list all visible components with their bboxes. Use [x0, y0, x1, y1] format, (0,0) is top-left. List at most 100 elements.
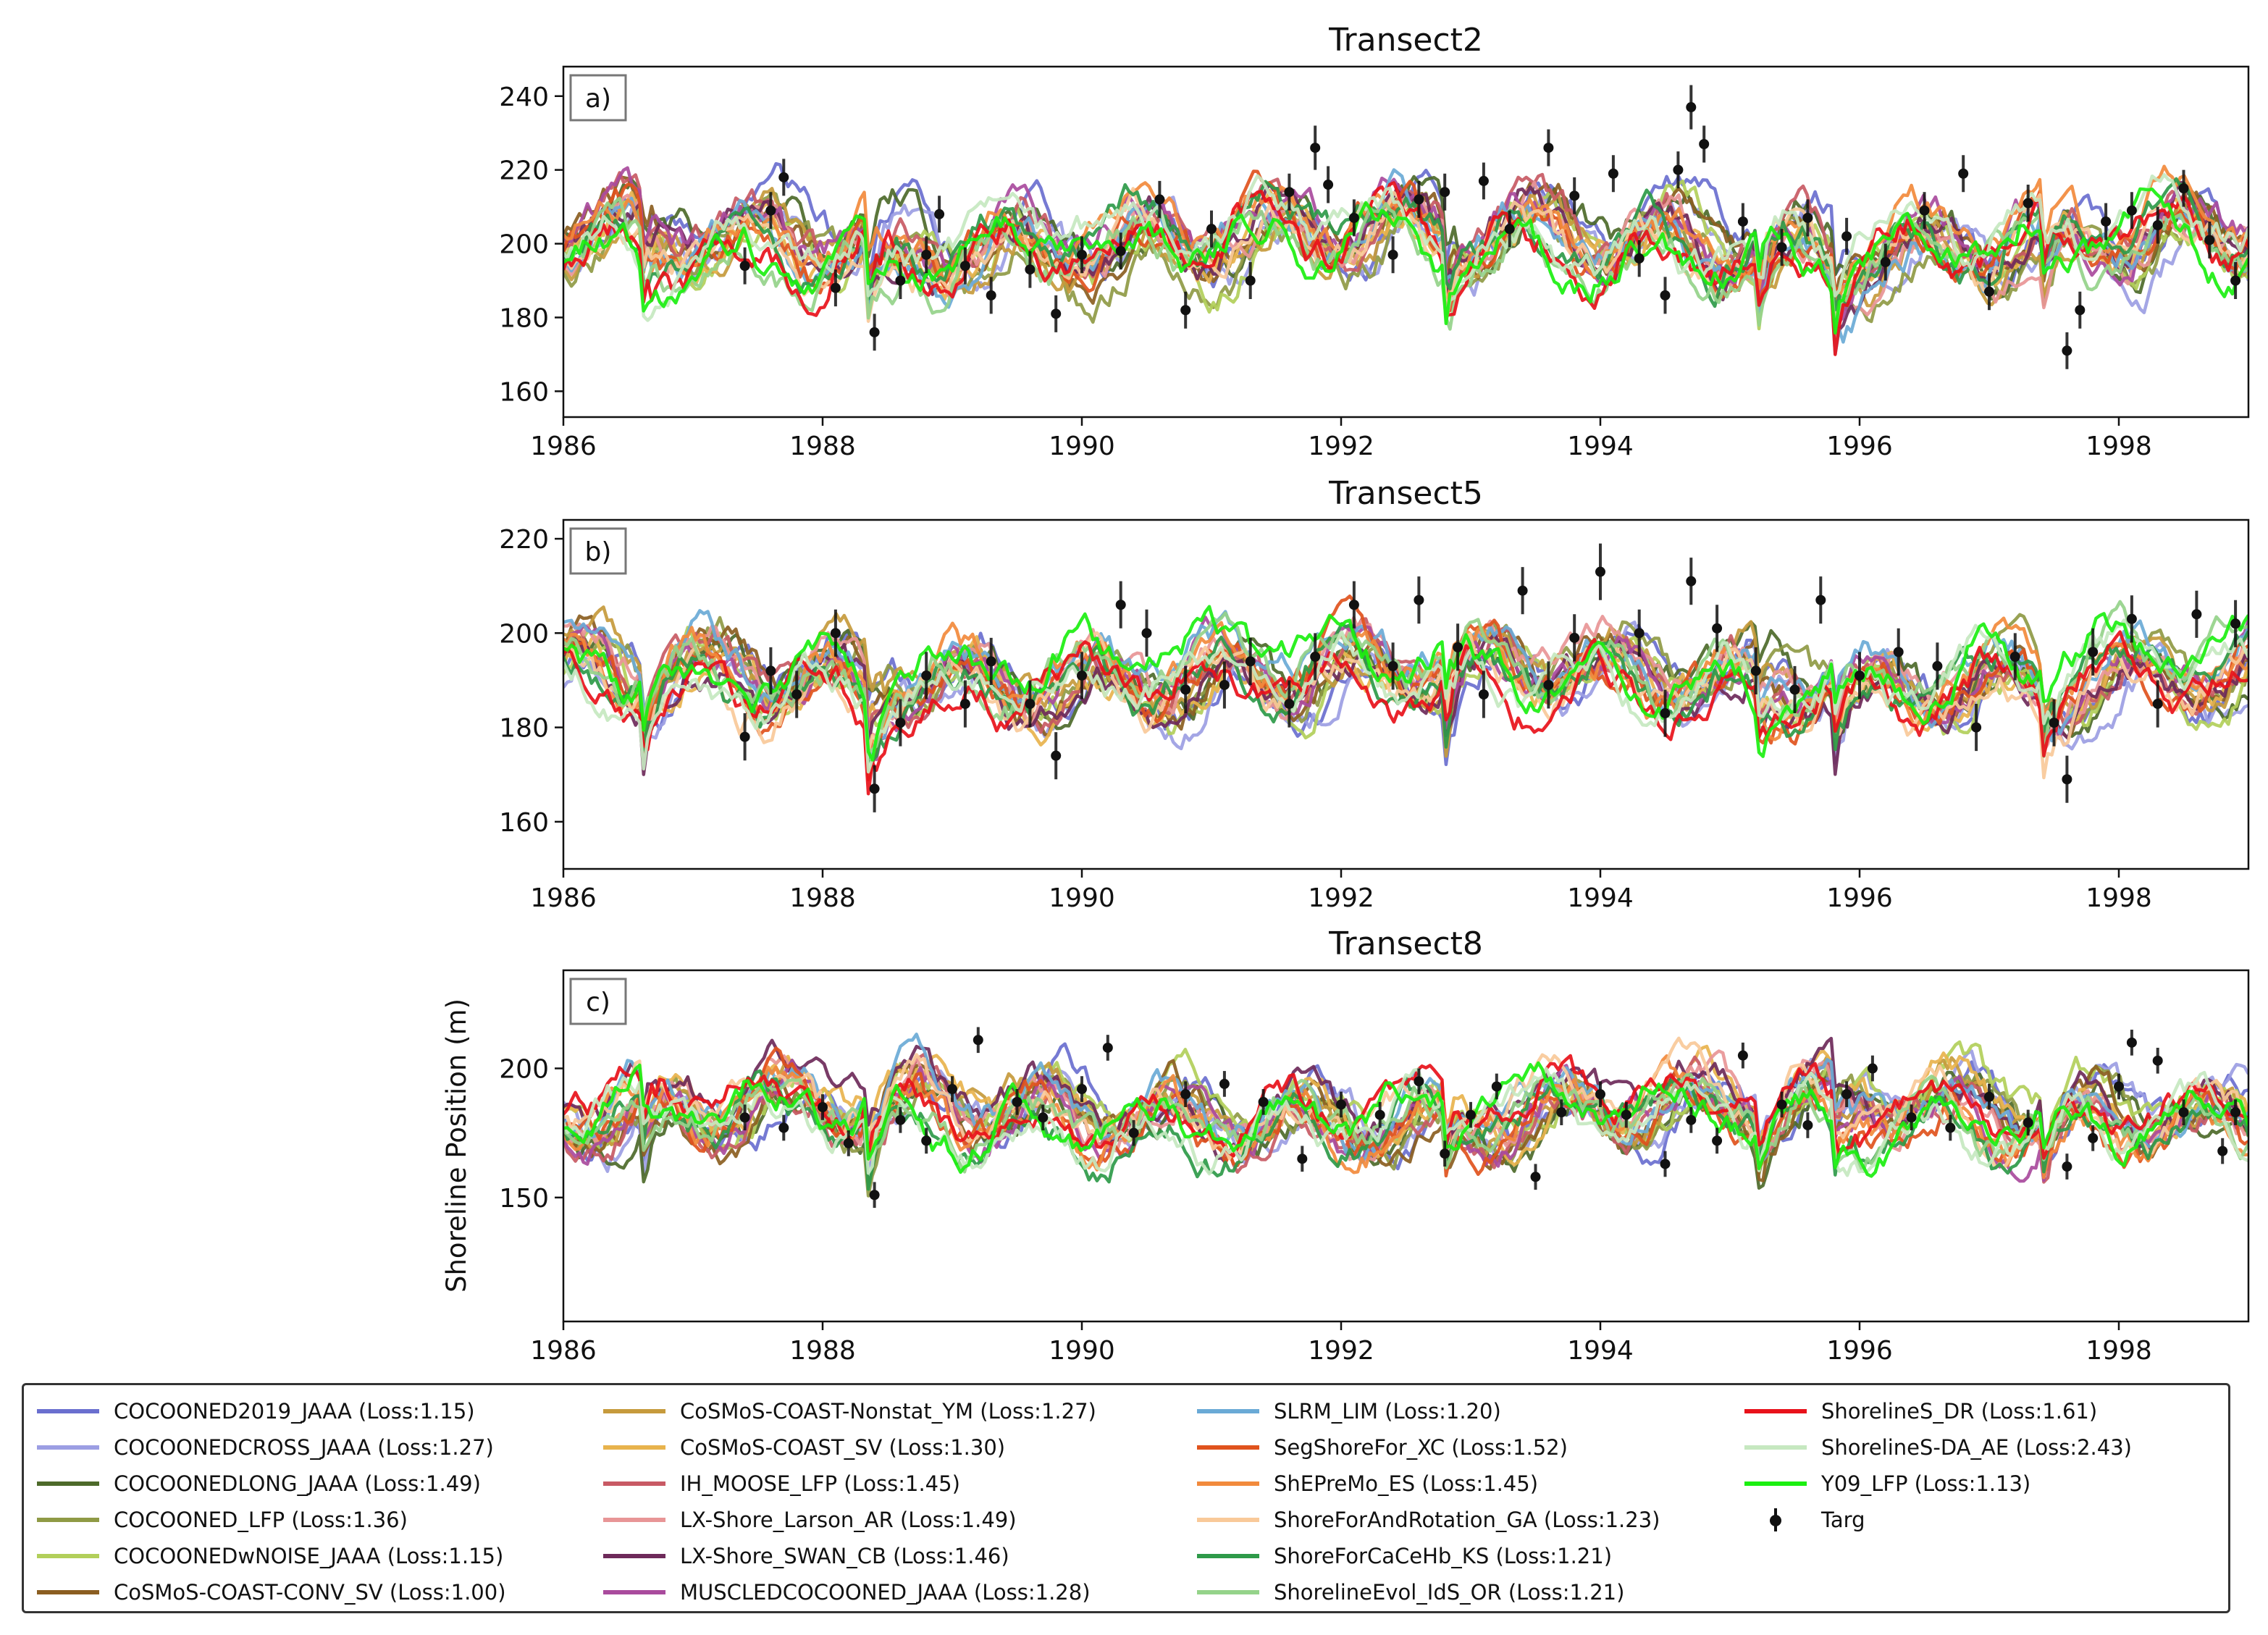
- target-point: [2126, 1037, 2137, 1048]
- target-point: [1660, 1159, 1671, 1169]
- target-point: [1374, 1109, 1385, 1120]
- target-point: [869, 327, 880, 337]
- target-point: [1284, 699, 1295, 710]
- target-point: [1867, 1063, 1878, 1074]
- target-point: [1206, 224, 1217, 235]
- x-tick-label: 1992: [1308, 1336, 1374, 1366]
- target-point: [1297, 1153, 1308, 1164]
- y-tick-label: 160: [499, 377, 549, 407]
- target-point: [2178, 1107, 2189, 1118]
- legend-swatch: [37, 1518, 99, 1522]
- panel-label-box: [569, 74, 627, 122]
- target-point: [1245, 275, 1256, 286]
- x-tick-label: 1992: [1308, 432, 1374, 461]
- target-point: [1621, 1109, 1631, 1120]
- target-point: [2230, 1107, 2241, 1118]
- legend-item: MUSCLEDCOCOONED_JAAA (Loss:1.28): [603, 1578, 1091, 1607]
- target-point: [778, 172, 789, 182]
- target-point: [1387, 249, 1398, 260]
- x-tick-label: 1990: [1049, 883, 1115, 913]
- target-point: [1543, 143, 1554, 154]
- legend-item: Y09_LFP (Loss:1.13): [1744, 1469, 2030, 1498]
- legend-item: SegShoreFor_XC (Loss:1.52): [1197, 1433, 1568, 1462]
- target-point: [1776, 1099, 1787, 1110]
- panel-label: c): [586, 988, 610, 1017]
- target-point: [739, 1112, 750, 1123]
- target-point: [2204, 235, 2215, 245]
- target-point: [2088, 1132, 2099, 1143]
- legend-label: COCOONED2019_JAAA (Loss:1.15): [114, 1399, 475, 1424]
- target-point: [895, 275, 906, 286]
- series-line-19: [563, 618, 2248, 774]
- x-tick-label: 1996: [1826, 883, 1893, 913]
- legend-label: CoSMoS-COAST_SV (Loss:1.30): [680, 1435, 1006, 1460]
- target-point: [1051, 308, 1062, 319]
- legend-label: ShoreForCaCeHb_KS (Loss:1.21): [1274, 1544, 1613, 1568]
- panel-label: a): [585, 84, 611, 114]
- panel-label: b): [585, 537, 612, 567]
- target-point: [869, 783, 880, 794]
- target-point: [1517, 585, 1528, 596]
- target-point: [1115, 600, 1126, 610]
- target-point: [1569, 632, 1580, 643]
- target-point: [1712, 623, 1723, 634]
- target-point: [1815, 594, 1826, 605]
- series-line-3: [563, 1064, 2248, 1198]
- legend-item: CoSMoS-COAST-CONV_SV (Loss:1.00): [37, 1578, 506, 1607]
- target-point: [2062, 345, 2072, 356]
- target-point: [1310, 143, 1321, 154]
- target-point: [1932, 660, 1943, 671]
- target-point: [2009, 651, 2020, 662]
- target-point: [1077, 249, 1087, 260]
- target-point: [778, 1122, 789, 1133]
- target-point: [1387, 660, 1398, 671]
- target-point: [1102, 1042, 1113, 1053]
- target-point: [739, 261, 750, 272]
- legend-item: ShoreForCaCeHb_KS (Loss:1.21): [1197, 1542, 1612, 1571]
- target-point: [1984, 286, 1994, 297]
- legend-label: COCOONEDLONG_JAAA (Loss:1.49): [114, 1471, 481, 1496]
- target-point: [2101, 216, 2112, 227]
- target-point: [1712, 1135, 1723, 1146]
- target-point: [1634, 253, 1645, 264]
- target-point: [1841, 231, 1852, 242]
- target-point: [1699, 138, 1710, 149]
- target-point: [895, 718, 906, 728]
- target-point: [1348, 600, 1359, 610]
- panel-title: Transect8: [1328, 925, 1483, 962]
- series-lines: [563, 161, 2248, 356]
- target-point: [1750, 665, 1761, 676]
- target-point: [830, 628, 841, 639]
- target-point: [1219, 679, 1230, 690]
- x-tick-label: 1986: [530, 883, 597, 913]
- target-point: [986, 290, 996, 300]
- errorbar-marker-icon: [1744, 1505, 1807, 1534]
- series-lines: [563, 1033, 2248, 1198]
- target-point: [1686, 576, 1697, 587]
- legend-label: Targ: [1821, 1508, 1865, 1532]
- panel-title: Transect2: [1328, 22, 1483, 59]
- legend-label: ShEPreMo_ES (Loss:1.45): [1274, 1471, 1539, 1496]
- x-tick-label: 1994: [1567, 883, 1634, 913]
- target-points: [739, 543, 2241, 812]
- x-tick-label: 1998: [2086, 883, 2152, 913]
- target-point: [791, 689, 802, 699]
- target-point: [843, 1138, 854, 1148]
- legend-swatch: [603, 1445, 665, 1450]
- x-tick-label: 1996: [1826, 1336, 1893, 1366]
- target-point: [1414, 194, 1424, 205]
- target-point: [1478, 689, 1489, 699]
- target-point: [1414, 594, 1424, 605]
- target-point: [2230, 618, 2241, 629]
- legend-item: ShorelineS_DR (Loss:1.61): [1744, 1397, 2097, 1426]
- target-point: [2114, 1081, 2124, 1092]
- series-line-20: [563, 187, 2248, 335]
- legend-swatch: [603, 1481, 665, 1486]
- x-tick-label: 1988: [789, 432, 856, 461]
- target-point: [1686, 102, 1697, 113]
- series-line-19: [563, 1067, 2248, 1177]
- target-point: [2088, 647, 2099, 657]
- legend-label: Y09_LFP (Loss:1.13): [1821, 1471, 2031, 1496]
- target-point: [1789, 684, 1800, 695]
- x-tick-label: 1986: [530, 432, 597, 461]
